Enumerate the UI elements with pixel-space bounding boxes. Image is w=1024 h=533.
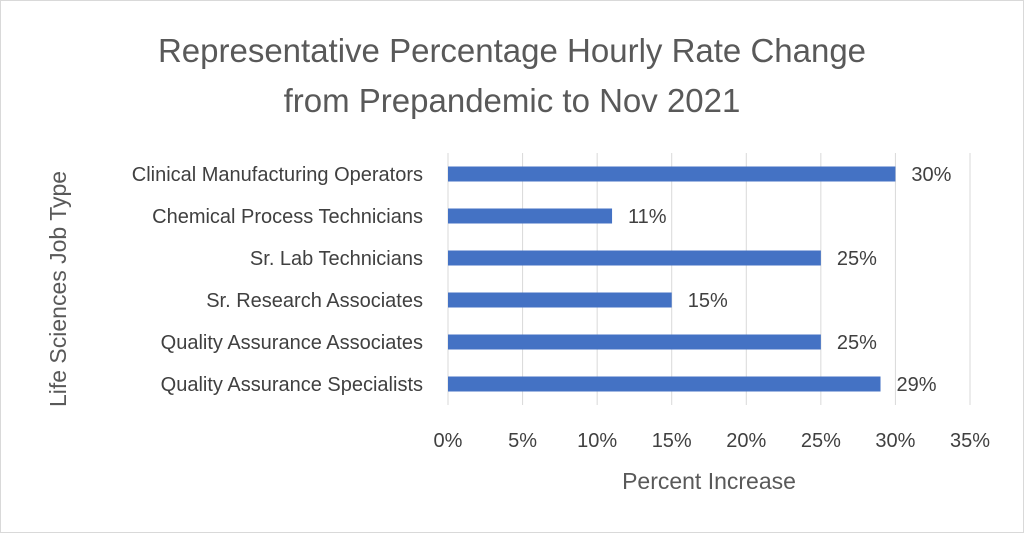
x-tick-label: 35% (950, 430, 990, 452)
data-label: 11% (628, 206, 667, 228)
category-label: Sr. Research Associates (206, 290, 423, 312)
bars (448, 166, 896, 392)
data-label: 15% (688, 290, 728, 312)
x-tick-label: 20% (726, 430, 766, 452)
x-axis-label: Percent Increase (622, 468, 796, 494)
x-tick-label: 10% (577, 430, 617, 452)
category-label: Chemical Process Technicians (152, 206, 423, 228)
bar (448, 376, 881, 392)
data-label: 25% (837, 248, 877, 270)
data-label: 29% (897, 374, 937, 396)
x-tick-label: 15% (652, 430, 692, 452)
bar (448, 292, 672, 308)
chart-title-line-1: Representative Percentage Hourly Rate Ch… (158, 32, 866, 69)
category-labels: Clinical Manufacturing Operators Chemical… (132, 164, 423, 396)
x-tick-label: 0% (434, 430, 463, 452)
x-tick-label: 5% (508, 430, 537, 452)
x-tick-label: 30% (875, 430, 915, 452)
bar (448, 166, 896, 182)
category-label: Quality Assurance Associates (161, 332, 423, 354)
gridlines (447, 153, 971, 405)
category-label: Quality Assurance Specialists (161, 374, 423, 396)
data-label: 30% (911, 164, 951, 186)
category-label: Sr. Lab Technicians (250, 248, 423, 270)
data-label: 25% (837, 332, 877, 354)
bar (448, 334, 821, 350)
y-axis-label: Life Sciences Job Type (45, 171, 71, 407)
category-label: Clinical Manufacturing Operators (132, 164, 423, 186)
data-labels: 30% 11% 25% 15% 25% 29% (628, 164, 952, 396)
bar (448, 208, 613, 224)
x-tick-labels: 0% 5% 10% 15% 20% 25% 30% 35% (434, 430, 991, 452)
chart-title-line-2: from Prepandemic to Nov 2021 (284, 82, 741, 119)
bar (448, 250, 821, 266)
x-tick-label: 25% (801, 430, 841, 452)
